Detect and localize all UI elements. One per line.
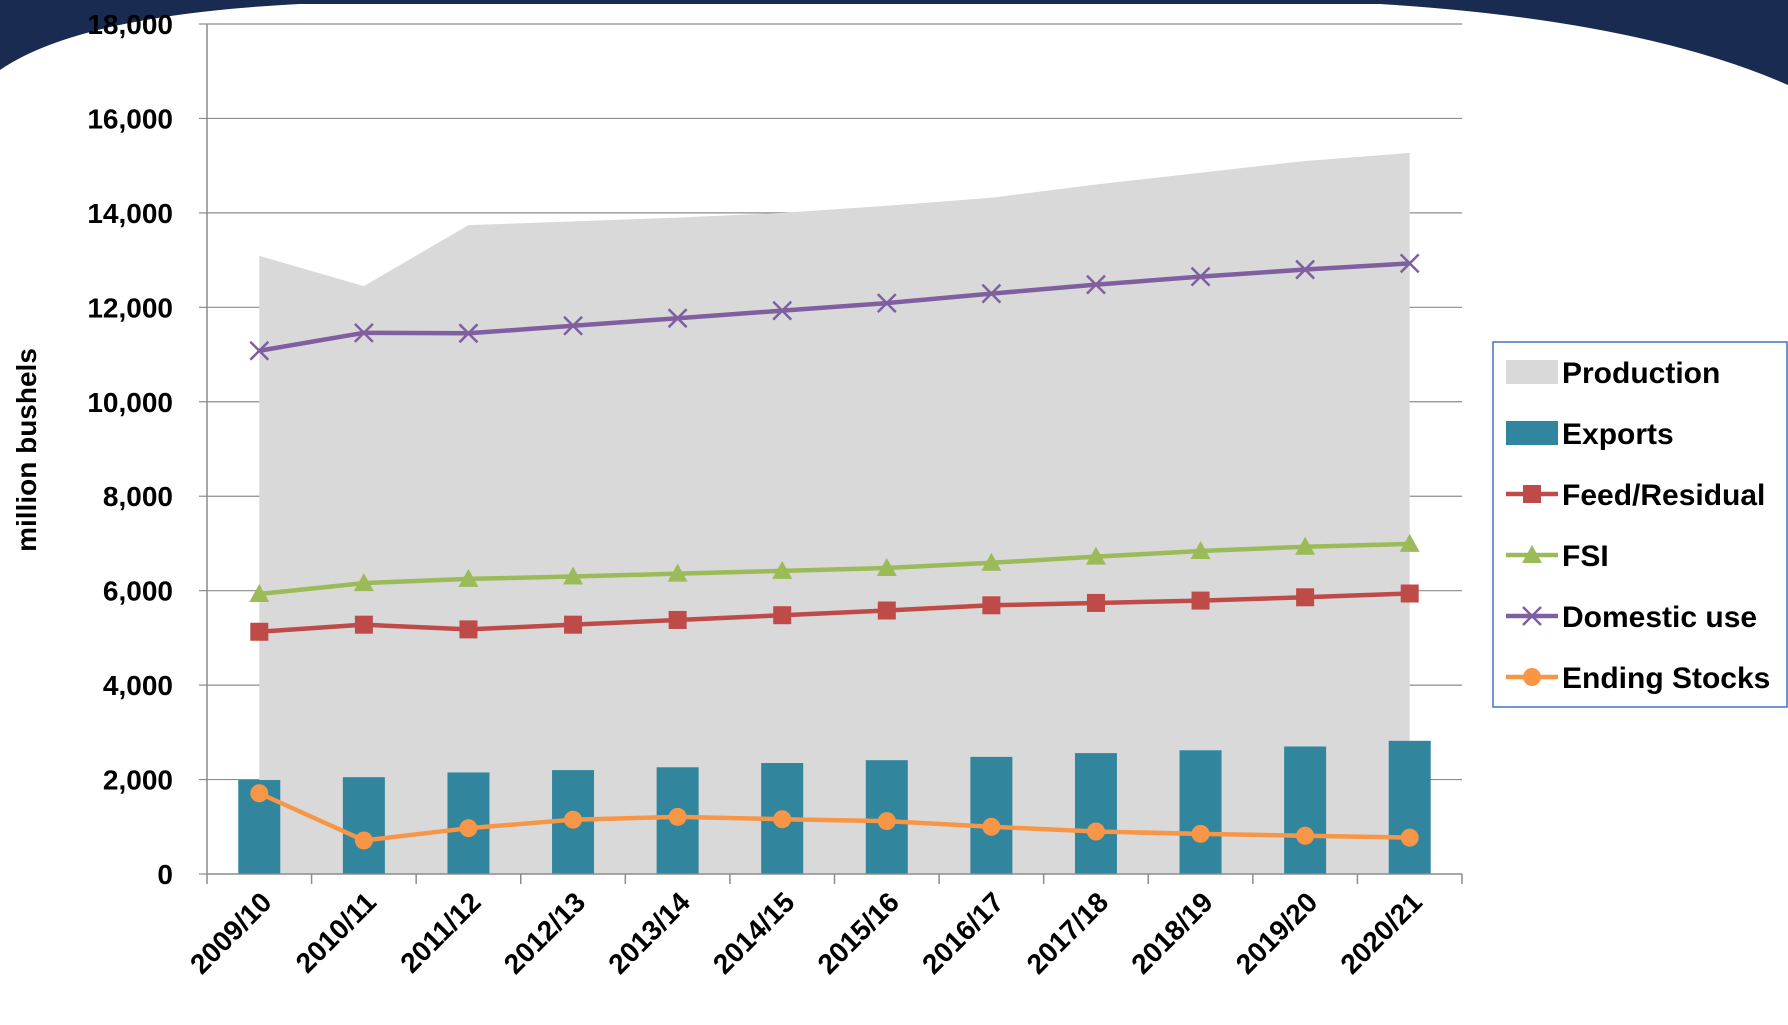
ending-stocks-point [1191, 824, 1210, 843]
fsi-point [249, 583, 270, 602]
domestic-use-point [772, 300, 793, 321]
feed-residual-point [459, 620, 478, 639]
feed-residual-point [1296, 588, 1315, 607]
y-tick-label: 0 [157, 859, 173, 890]
legend-label: Feed/Residual [1562, 479, 1765, 512]
x-tick-label: 2013/14 [602, 886, 696, 980]
fsi-point [353, 573, 374, 592]
y-tick-label: 10,000 [87, 387, 173, 418]
legend-label: Production [1562, 357, 1720, 390]
legend-marker [1522, 545, 1542, 563]
ending-stocks-point [354, 831, 373, 850]
x-tick-label: 2010/11 [290, 886, 382, 978]
feed-residual-point [982, 596, 1001, 615]
y-tick-label: 12,000 [87, 292, 173, 323]
fsi-point [1295, 536, 1316, 555]
exports-bar [342, 777, 385, 874]
domestic-use-line [258, 261, 1410, 353]
legend-swatch-production [1506, 360, 1558, 384]
fsi-line [259, 541, 1410, 597]
exports-bar [1284, 746, 1327, 874]
y-tick-label: 6,000 [103, 576, 173, 607]
legend-marker [1522, 606, 1542, 626]
ending-stocks-point [564, 810, 583, 829]
ending-stocks-line [258, 791, 1410, 843]
x-tick-label: 2014/15 [707, 886, 800, 979]
ending-stocks-point [250, 784, 269, 803]
x-tick-label: 2012/13 [498, 886, 591, 979]
y-tick-label: 14,000 [87, 198, 173, 229]
fsi-point [563, 566, 584, 585]
domestic-use-point [353, 322, 374, 343]
legend-swatch-exports [1506, 421, 1558, 445]
domestic-use-point [458, 323, 479, 344]
legend-marker [1523, 485, 1541, 503]
exports-bar [1074, 753, 1117, 874]
feed-residual-point [564, 615, 583, 634]
feed-residual-point [354, 615, 373, 634]
x-tick-label: 2011/12 [394, 886, 486, 978]
fsi-point [981, 552, 1002, 571]
feed-residual-point [1400, 584, 1419, 603]
ending-stocks-point [982, 817, 1001, 836]
feed-residual-point [877, 601, 896, 620]
legend-marker [1523, 668, 1541, 686]
feed-residual-point [1191, 591, 1210, 610]
x-tick-label: 2017/18 [1021, 886, 1114, 979]
feed-residual-point [773, 606, 792, 625]
legend-label: Ending Stocks [1562, 662, 1770, 695]
y-axis-label: million bushels [11, 348, 42, 552]
domestic-use-point [1295, 259, 1316, 280]
legend: Production Exports Feed/Residual FSI Domesti… [1492, 341, 1788, 708]
ending-stocks-point [1400, 828, 1419, 847]
ending-stocks-point [877, 812, 896, 831]
domestic-use-point [876, 293, 897, 313]
domestic-use-point [563, 315, 583, 336]
fsi-point [667, 563, 688, 582]
fsi-point [458, 568, 479, 587]
y-tick-label: 18,000 [87, 9, 173, 40]
ending-stocks-point [1296, 826, 1315, 845]
plot-area: 0 2,000 4,000 6,000 8,000 10,000 12,000 14,000 1… [87, 9, 1463, 980]
feed-residual-point [250, 622, 269, 641]
y-tick-label: 2,000 [103, 765, 173, 796]
fsi-point [876, 558, 897, 576]
feed-residual-line [259, 591, 1410, 634]
y-tick-label: 16,000 [87, 103, 173, 134]
fsi-point [1399, 533, 1420, 552]
domestic-use-point [667, 308, 688, 329]
legend-box [1492, 341, 1788, 708]
x-tick-label: 2016/17 [916, 886, 1009, 979]
domestic-use-point [249, 340, 270, 361]
ending-stocks-point [668, 807, 687, 826]
x-tick-label: 2018/19 [1125, 886, 1218, 979]
domestic-use-point [981, 283, 1002, 304]
domestic-use-point [1399, 253, 1420, 274]
feed-residual-point [668, 610, 687, 629]
fsi-point [1085, 546, 1106, 565]
ending-stocks-point [773, 810, 792, 829]
ending-stocks-point [459, 819, 478, 838]
feed-residual-point [1086, 593, 1105, 612]
domestic-use-point [1086, 274, 1106, 295]
legend-label: Domestic use [1562, 601, 1757, 634]
fsi-point [772, 560, 793, 579]
x-tick-label: 2020/21 [1334, 886, 1427, 979]
production-area [259, 152, 1410, 874]
x-tick-label: 2009/10 [184, 886, 277, 979]
fsi-point [1190, 541, 1211, 559]
exports-bar [970, 756, 1013, 874]
y-tick-label: 8,000 [103, 481, 173, 512]
x-tick-label: 2015/16 [812, 886, 905, 979]
legend-label: Exports [1562, 418, 1674, 451]
legend-label: FSI [1562, 540, 1609, 573]
exports-bar [1179, 750, 1222, 874]
x-tick-label: 2019/20 [1230, 886, 1323, 979]
ending-stocks-point [1086, 822, 1105, 841]
exports-bar [1388, 740, 1431, 874]
domestic-use-point [1190, 266, 1211, 287]
y-tick-label: 4,000 [103, 670, 173, 701]
header-arc-decoration [0, 0, 1788, 85]
